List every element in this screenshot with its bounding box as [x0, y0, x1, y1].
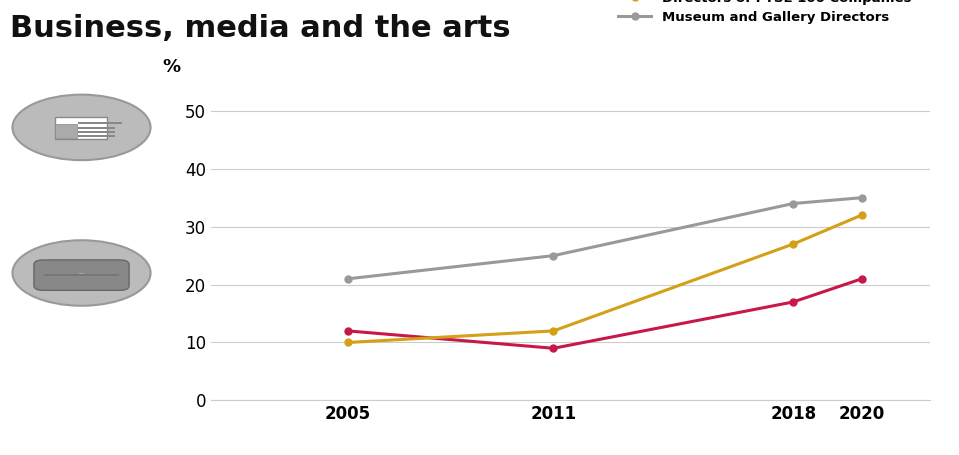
Legend: National Newspaper Editors, Directors of FTSE 100 Companies, Museum and Gallery : National Newspaper Editors, Directors of…	[613, 0, 917, 29]
Text: Business, media and the arts: Business, media and the arts	[10, 14, 510, 43]
Y-axis label: %: %	[162, 57, 180, 76]
